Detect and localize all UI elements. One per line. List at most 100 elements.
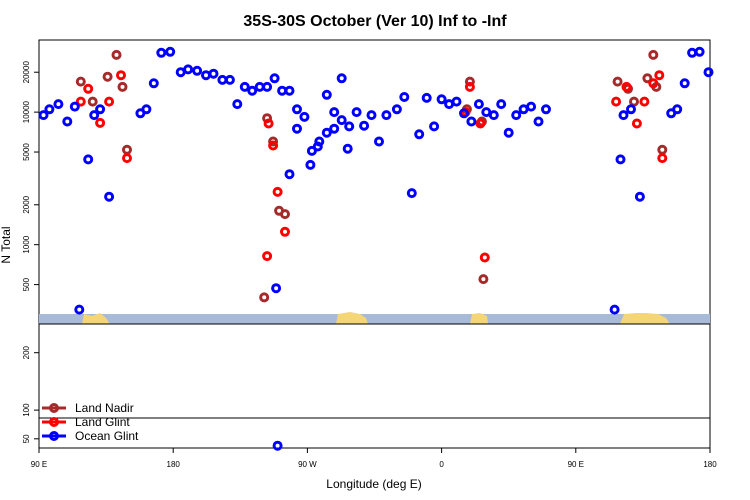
legend-label-land-glint: Land Glint — [75, 415, 130, 429]
point-land-glint — [272, 186, 283, 197]
point-ocean-glint — [466, 116, 477, 127]
point-ocean-glint — [272, 440, 283, 451]
point-ocean-glint — [703, 67, 714, 78]
legend-marker-land-glint — [49, 417, 59, 427]
point-ocean-glint — [329, 123, 340, 134]
point-land-glint — [475, 118, 486, 129]
y-axis-label: N Total — [0, 226, 13, 263]
point-ocean-glint — [344, 121, 355, 132]
point-land-nadir — [642, 73, 653, 84]
point-ocean-glint — [374, 136, 384, 147]
point-land-glint — [268, 140, 279, 151]
point-ocean-glint — [165, 46, 176, 57]
point-ocean-glint — [74, 304, 85, 315]
point-ocean-glint — [224, 74, 235, 85]
x-axis: 90 E 180 90 W 0 90 E 180 — [31, 448, 717, 469]
point-land-glint — [654, 70, 665, 81]
point-land-glint — [95, 117, 106, 128]
point-land-glint — [631, 118, 642, 129]
x-tick-label: 90 W — [298, 460, 317, 469]
legend-entry-land-glint: Land Glint — [42, 415, 130, 429]
point-land-nadir — [648, 49, 659, 60]
point-ocean-glint — [451, 96, 462, 107]
point-land-glint — [657, 153, 668, 164]
upper-y-tick-label: 2000 — [22, 195, 31, 213]
point-ocean-glint — [247, 85, 258, 96]
point-ocean-glint — [391, 104, 402, 115]
point-ocean-glint — [634, 191, 645, 202]
legend-marker-land-nadir — [49, 403, 59, 413]
point-ocean-glint — [262, 81, 273, 92]
point-land-glint — [648, 78, 659, 89]
upper-y-tick-label: 500 — [22, 277, 31, 291]
point-land-glint — [104, 96, 115, 107]
point-ocean-glint — [496, 99, 507, 110]
point-ocean-glint — [141, 104, 152, 115]
point-ocean-glint — [305, 159, 316, 170]
point-ocean-glint — [672, 104, 683, 115]
point-ocean-glint — [429, 121, 440, 132]
point-ocean-glint — [526, 101, 537, 112]
point-ocean-glint — [533, 116, 544, 127]
point-ocean-glint — [284, 85, 295, 96]
point-ocean-glint — [336, 115, 347, 126]
point-ocean-glint — [351, 107, 362, 118]
point-land-nadir — [75, 76, 86, 87]
point-ocean-glint — [473, 99, 484, 110]
upper-y-tick-label: 5000 — [22, 143, 31, 161]
point-land-nadir — [612, 76, 623, 87]
point-ocean-glint — [284, 169, 295, 180]
x-tick-label: 0 — [439, 460, 444, 469]
point-ocean-glint — [183, 64, 194, 75]
point-ocean-glint — [488, 110, 499, 121]
point-ocean-glint — [359, 120, 370, 131]
point-land-nadir — [464, 76, 475, 87]
point-land-nadir — [102, 71, 113, 82]
ocean-strip — [39, 314, 710, 324]
point-land-glint — [263, 118, 274, 129]
upper-y-axis: 500 1000 2000 5000 10000 20000 — [22, 61, 39, 291]
point-ocean-glint — [192, 65, 203, 76]
point-ocean-glint — [62, 116, 73, 127]
point-ocean-glint — [615, 154, 626, 165]
point-ocean-glint — [421, 92, 432, 103]
point-ocean-glint — [95, 104, 106, 115]
point-ocean-glint — [436, 94, 447, 105]
point-ocean-glint — [306, 145, 317, 156]
point-ocean-glint — [156, 47, 167, 58]
point-ocean-glint — [336, 73, 347, 84]
legend-entry-ocean-glint: Ocean Glint — [42, 429, 139, 443]
legend-label-ocean-glint: Ocean Glint — [75, 429, 139, 443]
legend-entry-land-nadir: Land Nadir — [42, 401, 134, 415]
point-ocean-glint — [292, 104, 302, 115]
point-land-glint — [262, 251, 273, 262]
point-ocean-glint — [292, 123, 302, 134]
point-land-nadir — [280, 209, 290, 220]
point-land-nadir — [87, 96, 98, 107]
lower-y-tick-label: 100 — [22, 403, 31, 417]
point-land-nadir — [629, 96, 639, 107]
point-ocean-glint — [503, 127, 514, 138]
point-ocean-glint — [208, 68, 219, 79]
point-ocean-glint — [104, 191, 115, 202]
point-ocean-glint — [69, 101, 80, 112]
land-patch-australia-east — [620, 313, 670, 324]
upper-y-tick-label: 20000 — [22, 61, 31, 84]
lower-panel: 50 100 200 — [22, 323, 711, 449]
upper-y-tick-label: 1000 — [22, 235, 31, 253]
point-ocean-glint — [511, 110, 522, 121]
point-land-glint — [479, 252, 490, 263]
point-ocean-glint — [626, 104, 636, 115]
land-patch-south-america — [336, 312, 368, 324]
point-ocean-glint — [342, 143, 353, 154]
point-ocean-glint — [329, 107, 340, 118]
point-ocean-glint — [269, 73, 280, 84]
lower-panel-frame — [38, 323, 711, 449]
legend: Land Nadir Land Glint Ocean Glint — [42, 401, 139, 443]
point-land-nadir — [117, 81, 128, 92]
lower-y-tick-label: 50 — [22, 434, 31, 443]
point-ocean-glint — [299, 111, 310, 122]
point-ocean-glint — [148, 78, 159, 89]
legend-label-land-nadir: Land Nadir — [75, 401, 134, 415]
